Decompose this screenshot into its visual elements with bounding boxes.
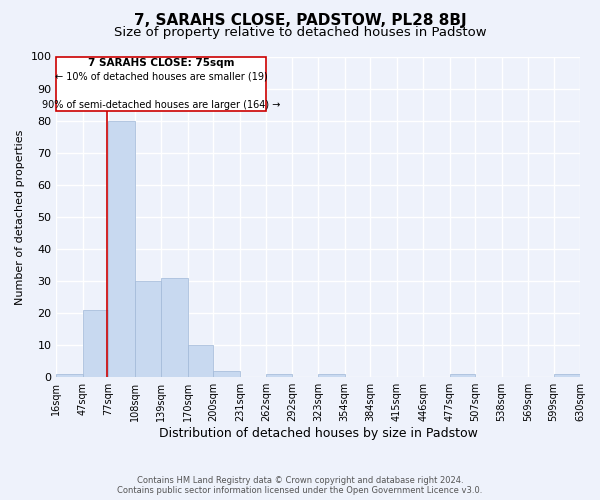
Text: ← 10% of detached houses are smaller (19): ← 10% of detached houses are smaller (19… [55, 72, 268, 82]
Bar [188, 345, 214, 377]
Text: 7 SARAHS CLOSE: 75sqm: 7 SARAHS CLOSE: 75sqm [88, 58, 235, 68]
Bar [83, 310, 109, 377]
Bar [266, 374, 292, 377]
Bar [161, 278, 188, 377]
Text: Contains HM Land Registry data © Crown copyright and database right 2024.
Contai: Contains HM Land Registry data © Crown c… [118, 476, 482, 495]
Text: Size of property relative to detached houses in Padstow: Size of property relative to detached ho… [113, 26, 487, 39]
X-axis label: Distribution of detached houses by size in Padstow: Distribution of detached houses by size … [159, 427, 478, 440]
Bar [135, 281, 161, 377]
FancyBboxPatch shape [56, 56, 266, 111]
Bar [318, 374, 344, 377]
Bar [554, 374, 580, 377]
Bar [214, 371, 240, 377]
Bar [449, 374, 475, 377]
Text: 90% of semi-detached houses are larger (164) →: 90% of semi-detached houses are larger (… [42, 100, 280, 110]
Bar [109, 120, 135, 377]
Y-axis label: Number of detached properties: Number of detached properties [15, 129, 25, 304]
Text: 7, SARAHS CLOSE, PADSTOW, PL28 8BJ: 7, SARAHS CLOSE, PADSTOW, PL28 8BJ [134, 12, 466, 28]
Bar [56, 374, 83, 377]
